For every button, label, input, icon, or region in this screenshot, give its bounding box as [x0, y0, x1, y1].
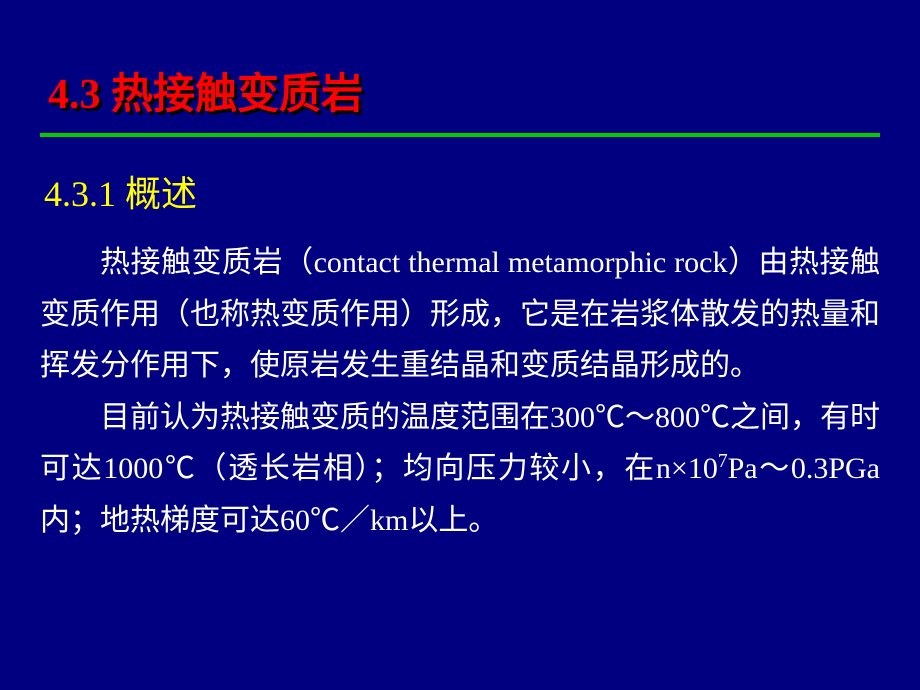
paragraph-1: 热接触变质岩（contact thermal metamorphic rock）… [40, 237, 880, 392]
slide-title: 4.3 热接触变质岩 4.3 热接触变质岩 [48, 60, 880, 121]
title-underline [40, 133, 880, 137]
english-term: contact thermal metamorphic rock [314, 246, 728, 279]
section-heading: 4.3.1 概述 [44, 165, 880, 217]
paragraph-2: 目前认为热接触变质的温度范围在300℃～800℃之间，有时可达1000℃（透长岩… [40, 392, 880, 547]
body-text: 热接触变质岩（contact thermal metamorphic rock）… [40, 237, 880, 547]
superscript: 7 [718, 451, 728, 472]
p1-text-1: 热接触变质岩（ [100, 246, 314, 279]
slide-container: 4.3 热接触变质岩 4.3 热接触变质岩 4.3.1 概述 热接触变质岩（co… [0, 0, 920, 690]
title-text: 4.3 热接触变质岩 [48, 72, 363, 118]
